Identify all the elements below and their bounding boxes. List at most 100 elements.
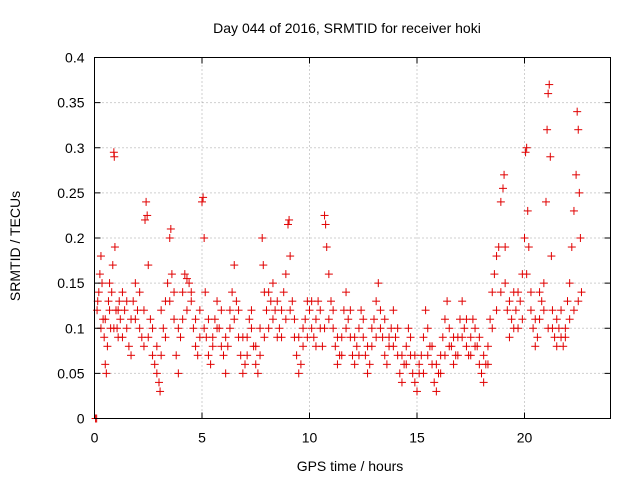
- data-point: [204, 351, 213, 360]
- data-point: [419, 369, 428, 378]
- data-point: [402, 342, 411, 351]
- data-point: [273, 297, 282, 306]
- data-point: [208, 342, 217, 351]
- data-point: [118, 288, 127, 297]
- data-point: [359, 315, 368, 324]
- data-point: [288, 297, 297, 306]
- data-point: [281, 315, 290, 324]
- data-point: [170, 315, 179, 324]
- data-point: [172, 351, 181, 360]
- data-point: [460, 324, 469, 333]
- data-point: [520, 234, 529, 242]
- data-point: [543, 125, 552, 134]
- plot-frame: [94, 57, 611, 419]
- data-point: [438, 333, 447, 342]
- data-point: [156, 387, 165, 396]
- y-tick-label: 0.15: [57, 275, 84, 291]
- data-point: [350, 333, 359, 342]
- data-point: [230, 261, 239, 270]
- data-point: [385, 333, 394, 342]
- data-point: [404, 324, 413, 333]
- data-point: [225, 324, 234, 333]
- data-point: [432, 387, 441, 396]
- data-point: [539, 279, 548, 288]
- data-point: [286, 306, 295, 315]
- data-point: [547, 252, 556, 261]
- data-point: [542, 197, 550, 206]
- data-point: [477, 369, 486, 378]
- data-point: [142, 197, 151, 206]
- data-point: [118, 333, 127, 342]
- data-point: [501, 243, 510, 252]
- data-point: [533, 333, 542, 342]
- data-point: [191, 342, 200, 351]
- data-point: [342, 324, 351, 333]
- data-point: [122, 297, 131, 306]
- data-point: [234, 306, 243, 315]
- data-point: [107, 288, 116, 297]
- data-point: [357, 306, 366, 315]
- data-point: [201, 288, 210, 297]
- data-point: [178, 288, 187, 297]
- data-point: [505, 333, 514, 342]
- data-point: [146, 315, 155, 324]
- data-point: [285, 215, 294, 224]
- data-point: [548, 324, 557, 333]
- data-point: [382, 360, 391, 369]
- data-point: [501, 279, 510, 288]
- data-point: [522, 270, 531, 279]
- tick-labels: 0 0.05 0.1 0.15 0.2 0.25 0.3 0.35 0.4 0 5 10 15 20: [57, 50, 532, 446]
- data-point: [380, 315, 389, 324]
- data-point: [507, 315, 516, 324]
- data-point: [127, 351, 136, 360]
- data-point: [496, 197, 505, 206]
- data-point: [206, 360, 215, 369]
- data-point: [101, 315, 110, 324]
- data-point: [479, 351, 488, 360]
- data-point: [247, 324, 256, 333]
- data-point: [311, 342, 320, 351]
- data-point: [492, 306, 501, 315]
- data-point: [223, 342, 232, 351]
- data-point: [492, 252, 501, 261]
- data-point: [423, 351, 432, 360]
- data-point: [268, 279, 277, 288]
- data-point: [521, 148, 530, 157]
- data-point: [258, 234, 267, 242]
- y-tick-label: 0.2: [65, 230, 85, 246]
- y-tick-label: 0.25: [57, 185, 84, 201]
- data-point: [219, 351, 228, 360]
- data-point: [204, 315, 213, 324]
- y-tick-label: 0.1: [65, 320, 85, 336]
- data-point: [299, 342, 308, 351]
- data-point: [500, 170, 509, 179]
- y-tick-label: 0: [77, 411, 85, 427]
- data-point: [157, 306, 166, 315]
- data-point: [277, 306, 286, 315]
- data-point: [200, 234, 209, 242]
- data-point: [561, 333, 570, 342]
- data-point: [161, 333, 170, 342]
- data-point: [109, 324, 118, 333]
- data-point: [372, 297, 381, 306]
- data-point: [430, 378, 439, 387]
- data-point: [100, 333, 109, 342]
- data-point: [499, 184, 507, 193]
- data-point: [165, 297, 174, 306]
- data-point: [397, 378, 406, 387]
- data-point: [466, 351, 475, 360]
- data-point: [94, 288, 103, 297]
- data-point: [155, 378, 163, 387]
- data-points: [91, 80, 586, 423]
- data-point: [557, 306, 566, 315]
- data-point: [458, 333, 467, 342]
- x-tick-label: 10: [302, 430, 318, 446]
- data-point: [331, 342, 340, 351]
- data-point: [150, 360, 159, 369]
- data-point: [483, 360, 492, 369]
- data-point: [559, 342, 568, 351]
- data-point: [152, 342, 161, 351]
- data-point: [518, 315, 527, 324]
- data-point: [221, 369, 230, 378]
- data-point: [260, 333, 269, 342]
